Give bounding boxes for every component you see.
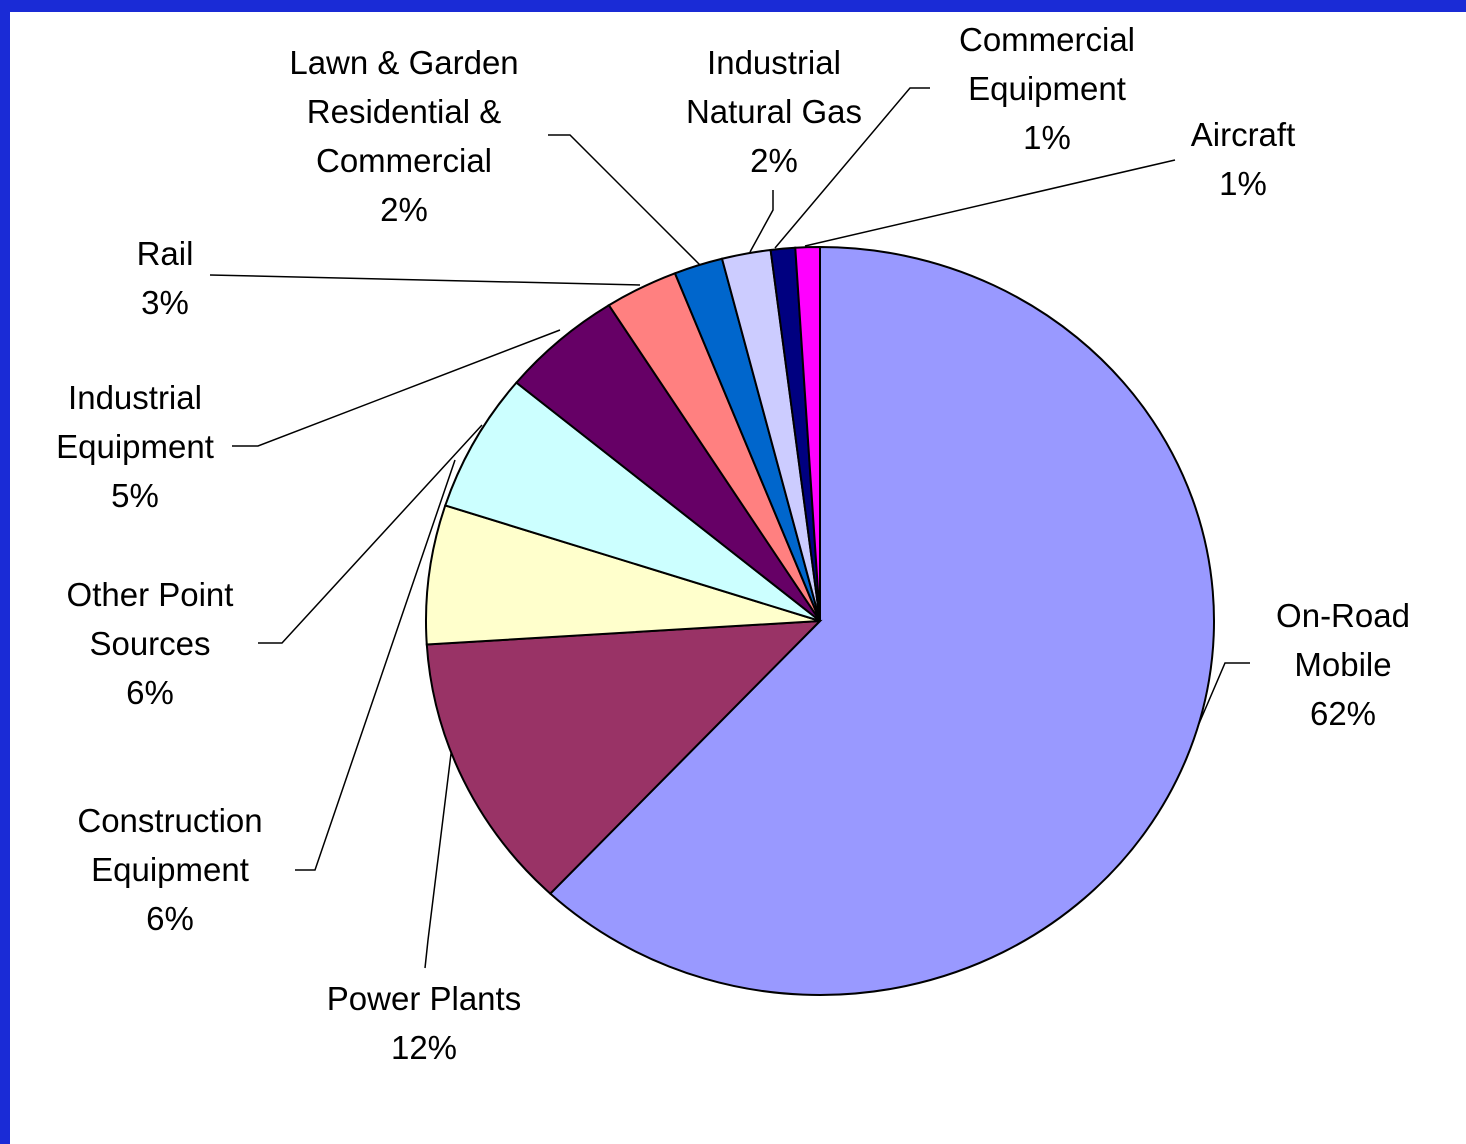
leader-line — [1191, 662, 1250, 741]
percent-label: 1% — [1219, 165, 1267, 202]
pie-slice — [794, 245, 821, 622]
pie-slice — [444, 381, 821, 622]
percent-label: 3% — [141, 284, 189, 321]
slice-label: Other Point Sources 6% — [30, 570, 270, 717]
slice-label: Power Plants 12% — [274, 974, 574, 1072]
category-name: Lawn & Garden Residential & Commercial — [289, 44, 519, 179]
leader-lines — [209, 87, 1250, 969]
category-name: Industrial Equipment — [56, 379, 214, 465]
leader-line — [295, 459, 456, 871]
slice-label: Construction Equipment 6% — [40, 796, 300, 943]
slice-label: Industrial Natural Gas 2% — [659, 38, 889, 185]
percent-label: 62% — [1309, 695, 1377, 732]
leader-line — [258, 424, 483, 644]
slice-label: Lawn & Garden Residential & Commercial 2% — [254, 38, 554, 234]
slice-label: On-Road Mobile 62% — [1243, 591, 1443, 738]
leader-line — [209, 274, 641, 286]
percent-label: 6% — [126, 674, 174, 711]
leader-line — [749, 190, 774, 253]
pie-slice — [425, 504, 821, 646]
percent-label: 5% — [111, 477, 159, 514]
category-name: Industrial Natural Gas — [685, 44, 863, 130]
category-name: Rail — [136, 235, 194, 272]
leader-line — [548, 134, 701, 266]
percent-label: 6% — [146, 900, 194, 937]
percent-label: 12% — [390, 1029, 458, 1066]
pie-slice — [548, 245, 1215, 996]
category-name: Construction Equipment — [77, 802, 263, 888]
slice-label: Industrial Equipment 5% — [25, 373, 245, 520]
slice-label: Commercial Equipment 1% — [932, 15, 1162, 162]
category-name: Power Plants — [326, 980, 522, 1017]
leader-line — [774, 87, 930, 249]
category-name: Other Point Sources — [66, 576, 234, 662]
percent-label: 1% — [1023, 119, 1071, 156]
percent-label: 2% — [380, 191, 428, 228]
slice-label: Aircraft 1% — [1168, 110, 1318, 208]
pie-slice — [425, 619, 823, 896]
category-name: Commercial Equipment — [958, 21, 1136, 107]
leader-line — [804, 159, 1176, 247]
slice-label: Rail 3% — [115, 229, 215, 327]
category-name: Aircraft — [1190, 116, 1296, 153]
category-name: On-Road Mobile — [1276, 597, 1410, 683]
leader-line — [232, 329, 561, 447]
percent-label: 2% — [750, 142, 798, 179]
